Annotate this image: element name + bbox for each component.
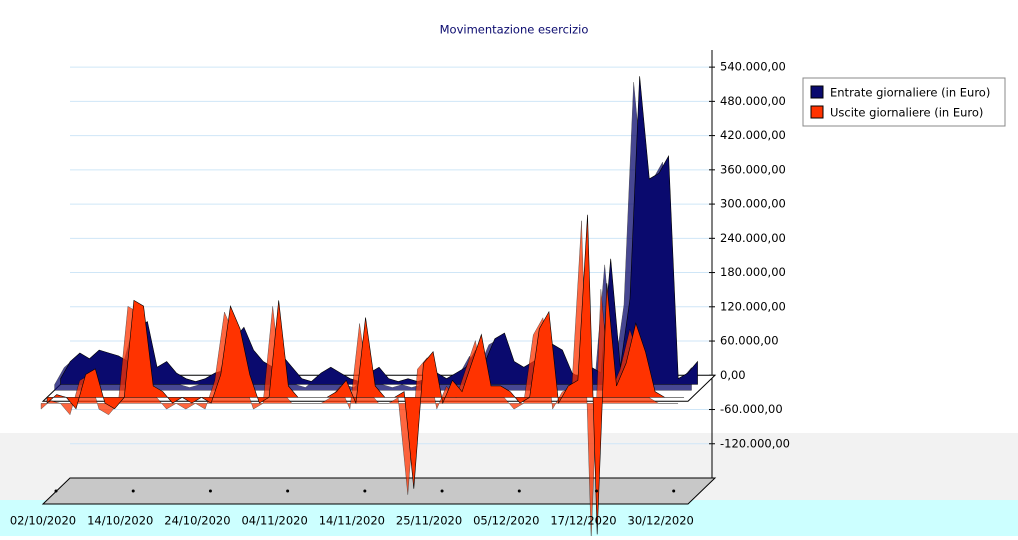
x-tick	[594, 489, 598, 493]
y-tick-label: 180.000,00	[720, 265, 786, 279]
x-tick	[517, 489, 521, 493]
legend-swatch	[810, 105, 824, 119]
y-tick-label: 120.000,00	[720, 299, 786, 313]
x-tick	[54, 489, 58, 493]
x-tick-label: 04/11/2020	[241, 514, 307, 528]
legend-label: Entrate giornaliere (in Euro)	[830, 86, 990, 100]
y-tick-label: 540.000,00	[720, 60, 786, 74]
x-tick	[131, 489, 135, 493]
x-tick	[440, 489, 444, 493]
x-tick-label: 30/12/2020	[628, 514, 694, 528]
y-tick-label: -120.000,00	[720, 436, 790, 450]
chart-title: Movimentazione esercizio	[440, 23, 589, 37]
x-tick	[208, 489, 212, 493]
x-tick	[672, 489, 676, 493]
x-tick-label: 14/10/2020	[87, 514, 153, 528]
y-tick-label: 480.000,00	[720, 94, 786, 108]
axis-band	[0, 500, 1018, 536]
legend	[802, 77, 1006, 127]
y-tick-label: 60.000,00	[720, 334, 779, 348]
x-tick-label: 05/12/2020	[473, 514, 539, 528]
y-tick-label: 0,00	[720, 368, 746, 382]
floor	[41, 477, 717, 505]
legend-swatch	[810, 85, 824, 99]
x-tick	[286, 489, 290, 493]
y-tick-label: 240.000,00	[720, 231, 786, 245]
x-tick-label: 25/11/2020	[396, 514, 462, 528]
series-area	[46, 214, 685, 535]
y-tick-label: 360.000,00	[720, 162, 786, 176]
y-tick-label: 420.000,00	[720, 128, 786, 142]
legend-label: Uscite giornaliere (in Euro)	[830, 106, 983, 120]
y-tick-label: -60.000,00	[720, 402, 783, 416]
x-tick-label: 24/10/2020	[164, 514, 230, 528]
y-tick-label: 300.000,00	[720, 197, 786, 211]
x-tick-label: 14/11/2020	[319, 514, 385, 528]
x-tick-label: 02/10/2020	[10, 514, 76, 528]
x-tick	[363, 489, 367, 493]
x-tick-label: 17/12/2020	[550, 514, 616, 528]
